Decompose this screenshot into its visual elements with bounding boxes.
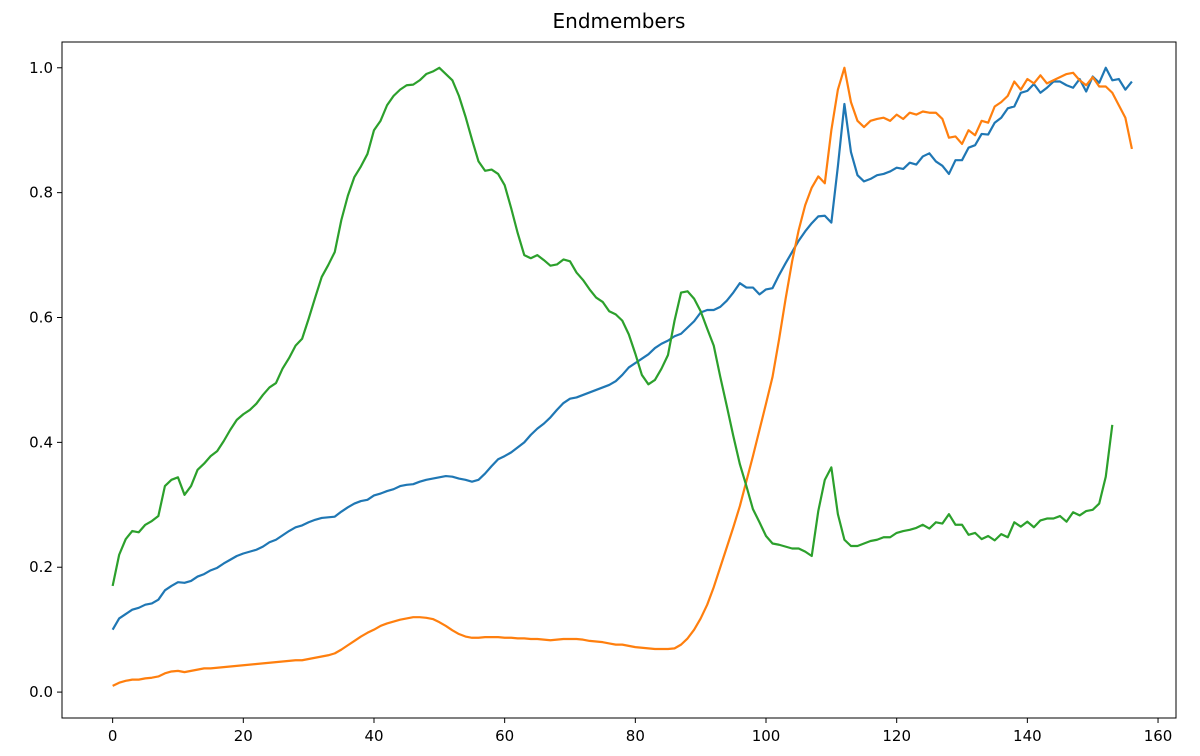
y-tick-label: 0.2 bbox=[29, 558, 53, 576]
x-tick-label: 60 bbox=[495, 727, 514, 745]
x-tick-label: 100 bbox=[752, 727, 781, 745]
x-tick-label: 160 bbox=[1144, 727, 1173, 745]
series-layer bbox=[111, 66, 1133, 687]
x-tick-label: 120 bbox=[882, 727, 911, 745]
chart-title: Endmembers bbox=[553, 9, 686, 33]
y-tick-label: 0.8 bbox=[29, 184, 53, 202]
y-tick-label: 1.0 bbox=[29, 59, 53, 77]
y-tick-label: 0.4 bbox=[29, 433, 53, 451]
ticks-layer: 0 20 40 60 80 100 120 140 160 0.0 0.2 0.4 0.6 0.8 1.0 bbox=[29, 59, 1172, 745]
x-tick-label: 0 bbox=[108, 727, 118, 745]
x-tick-label: 80 bbox=[626, 727, 645, 745]
series-line-2 bbox=[112, 66, 1133, 687]
x-tick-label: 140 bbox=[1013, 727, 1042, 745]
x-tick-label: 40 bbox=[364, 727, 383, 745]
series-line-3 bbox=[111, 66, 1114, 587]
y-tick-label: 0.6 bbox=[29, 309, 53, 327]
x-tick-label: 20 bbox=[234, 727, 253, 745]
y-tick-label: 0.0 bbox=[29, 683, 53, 701]
plot-frame bbox=[61, 41, 1177, 719]
series-line-1 bbox=[111, 66, 1133, 631]
